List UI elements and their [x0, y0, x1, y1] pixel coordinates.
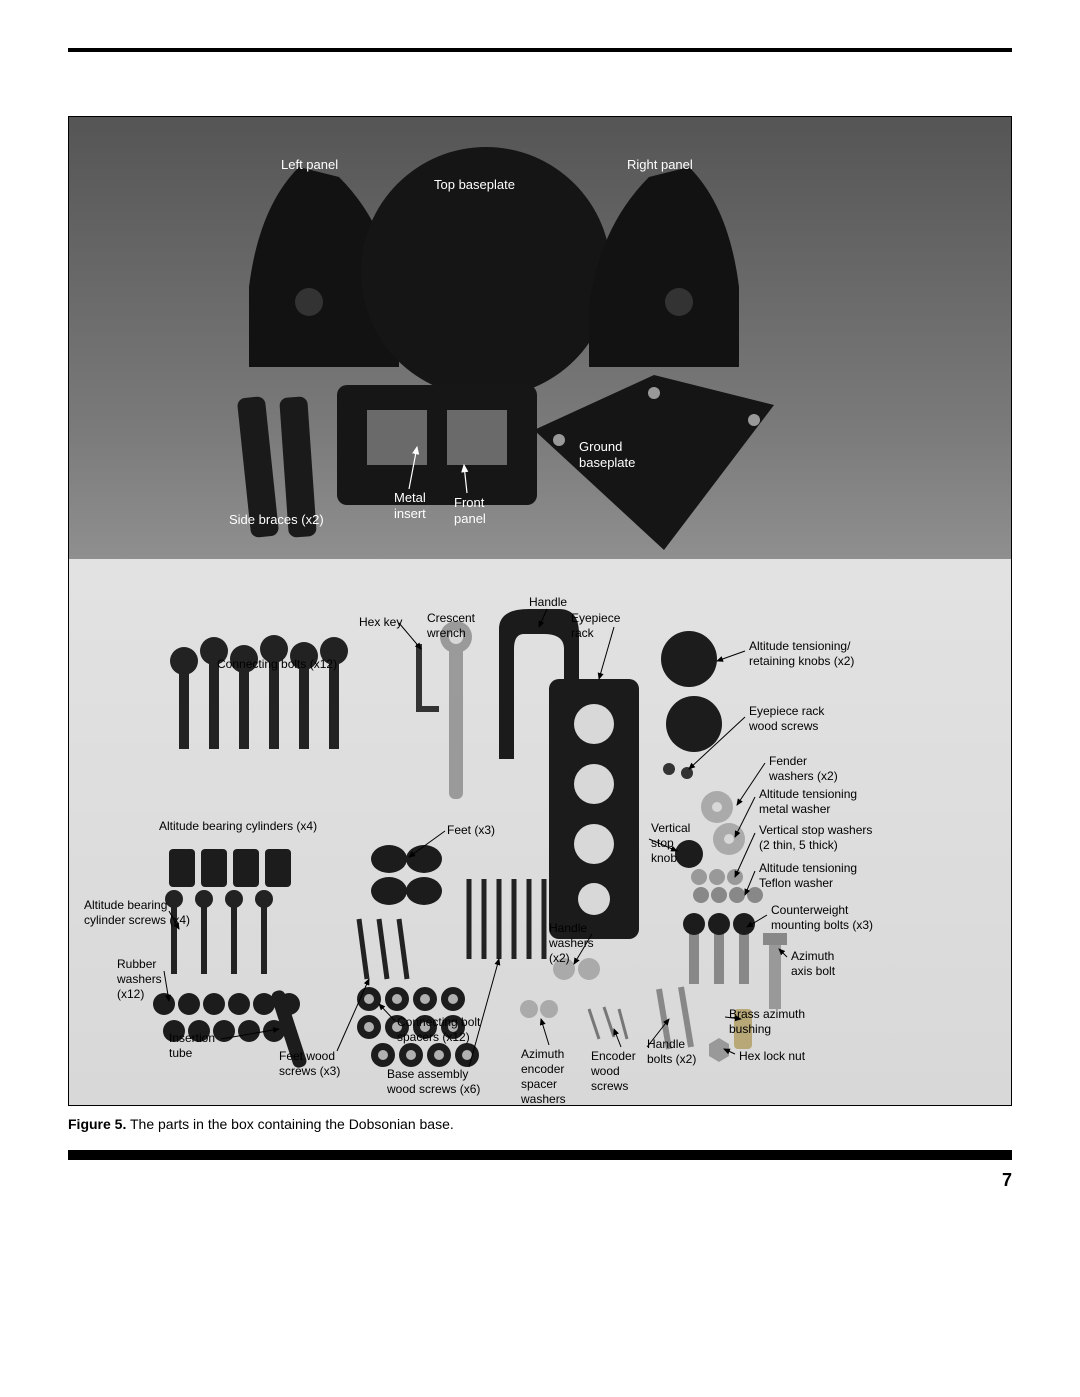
label-metal-insert: Metal insert — [394, 490, 426, 523]
label-alt-tension-metal: Altitude tensioning metal washer — [759, 787, 857, 817]
label-eyepiece-rack: Eyepiece rack — [571, 611, 620, 641]
lower-photo-region: Hex key Crescent wrench Handle Eyepiece … — [69, 559, 1012, 1106]
upper-photo-region: Left panel Top baseplate Right panel Sid… — [69, 117, 1012, 559]
right-panel-shape — [579, 167, 749, 397]
top-horizontal-rule — [68, 48, 1012, 52]
label-encoder-wood-screws: Encoder wood screws — [591, 1049, 636, 1094]
label-base-assembly-screws: Base assembly wood screws (x6) — [387, 1067, 480, 1097]
label-azimuth-axis-bolt: Azimuth axis bolt — [791, 949, 835, 979]
label-connecting-bolts: Connecting bolts (x12) — [217, 657, 337, 672]
label-hex-lock-nut: Hex lock nut — [739, 1049, 805, 1064]
label-right-panel: Right panel — [627, 157, 693, 173]
label-vertical-stop-knob: Vertical stop knob — [651, 821, 690, 866]
label-azimuth-encoder-washers: Azimuth encoder spacer washers — [521, 1047, 566, 1106]
label-feet-wood-screws: Feet wood screws (x3) — [279, 1049, 340, 1079]
label-fender-washers: Fender washers (x2) — [769, 754, 838, 784]
label-rubber-washers: Rubber washers (x12) — [117, 957, 162, 1002]
label-alt-bearing-screws: Altitude bearing cylinder screws (x4) — [84, 898, 190, 928]
figure-caption-text: The parts in the box containing the Dobs… — [130, 1116, 454, 1132]
label-handle: Handle — [529, 595, 567, 610]
label-alt-tension-teflon: Altitude tensioning Teflon washer — [759, 861, 857, 891]
label-counterweight-bolts: Counterweight mounting bolts (x3) — [771, 903, 873, 933]
label-eyepiece-rack-screws: Eyepiece rack wood screws — [749, 704, 824, 734]
label-crescent-wrench: Crescent wrench — [427, 611, 475, 641]
label-handle-bolts: Handle bolts (x2) — [647, 1037, 696, 1067]
label-front-panel: Front panel — [454, 495, 486, 528]
label-top-baseplate: Top baseplate — [434, 177, 515, 193]
figure-frame: Left panel Top baseplate Right panel Sid… — [68, 116, 1012, 1106]
label-alt-tension-knobs: Altitude tensioning/ retaining knobs (x2… — [749, 639, 854, 669]
figure-caption: Figure 5. The parts in the box containin… — [68, 1116, 454, 1132]
label-hex-key: Hex key — [359, 615, 402, 630]
bottom-horizontal-rule — [68, 1150, 1012, 1160]
label-insertion-tube: Insertion tube — [169, 1031, 215, 1061]
ground-baseplate-shape — [529, 375, 779, 555]
front-panel-shape — [337, 385, 537, 505]
page-container: Left panel Top baseplate Right panel Sid… — [68, 48, 1012, 1348]
label-feet: Feet (x3) — [447, 823, 495, 838]
figure-number: Figure 5. — [68, 1116, 126, 1132]
label-alt-bearing-cyl: Altitude bearing cylinders (x4) — [159, 819, 317, 834]
label-handle-washers: Handle washers (x2) — [549, 921, 594, 966]
label-connecting-bolt-spacers: Connecting bolt spacers (x12) — [397, 1015, 480, 1045]
label-vertical-stop-washers: Vertical stop washers (2 thin, 5 thick) — [759, 823, 872, 853]
label-ground-baseplate: Ground baseplate — [579, 439, 635, 472]
label-side-braces: Side braces (x2) — [229, 512, 324, 528]
label-left-panel: Left panel — [281, 157, 338, 173]
page-number: 7 — [1002, 1170, 1012, 1191]
label-brass-bushing: Brass azimuth bushing — [729, 1007, 805, 1037]
